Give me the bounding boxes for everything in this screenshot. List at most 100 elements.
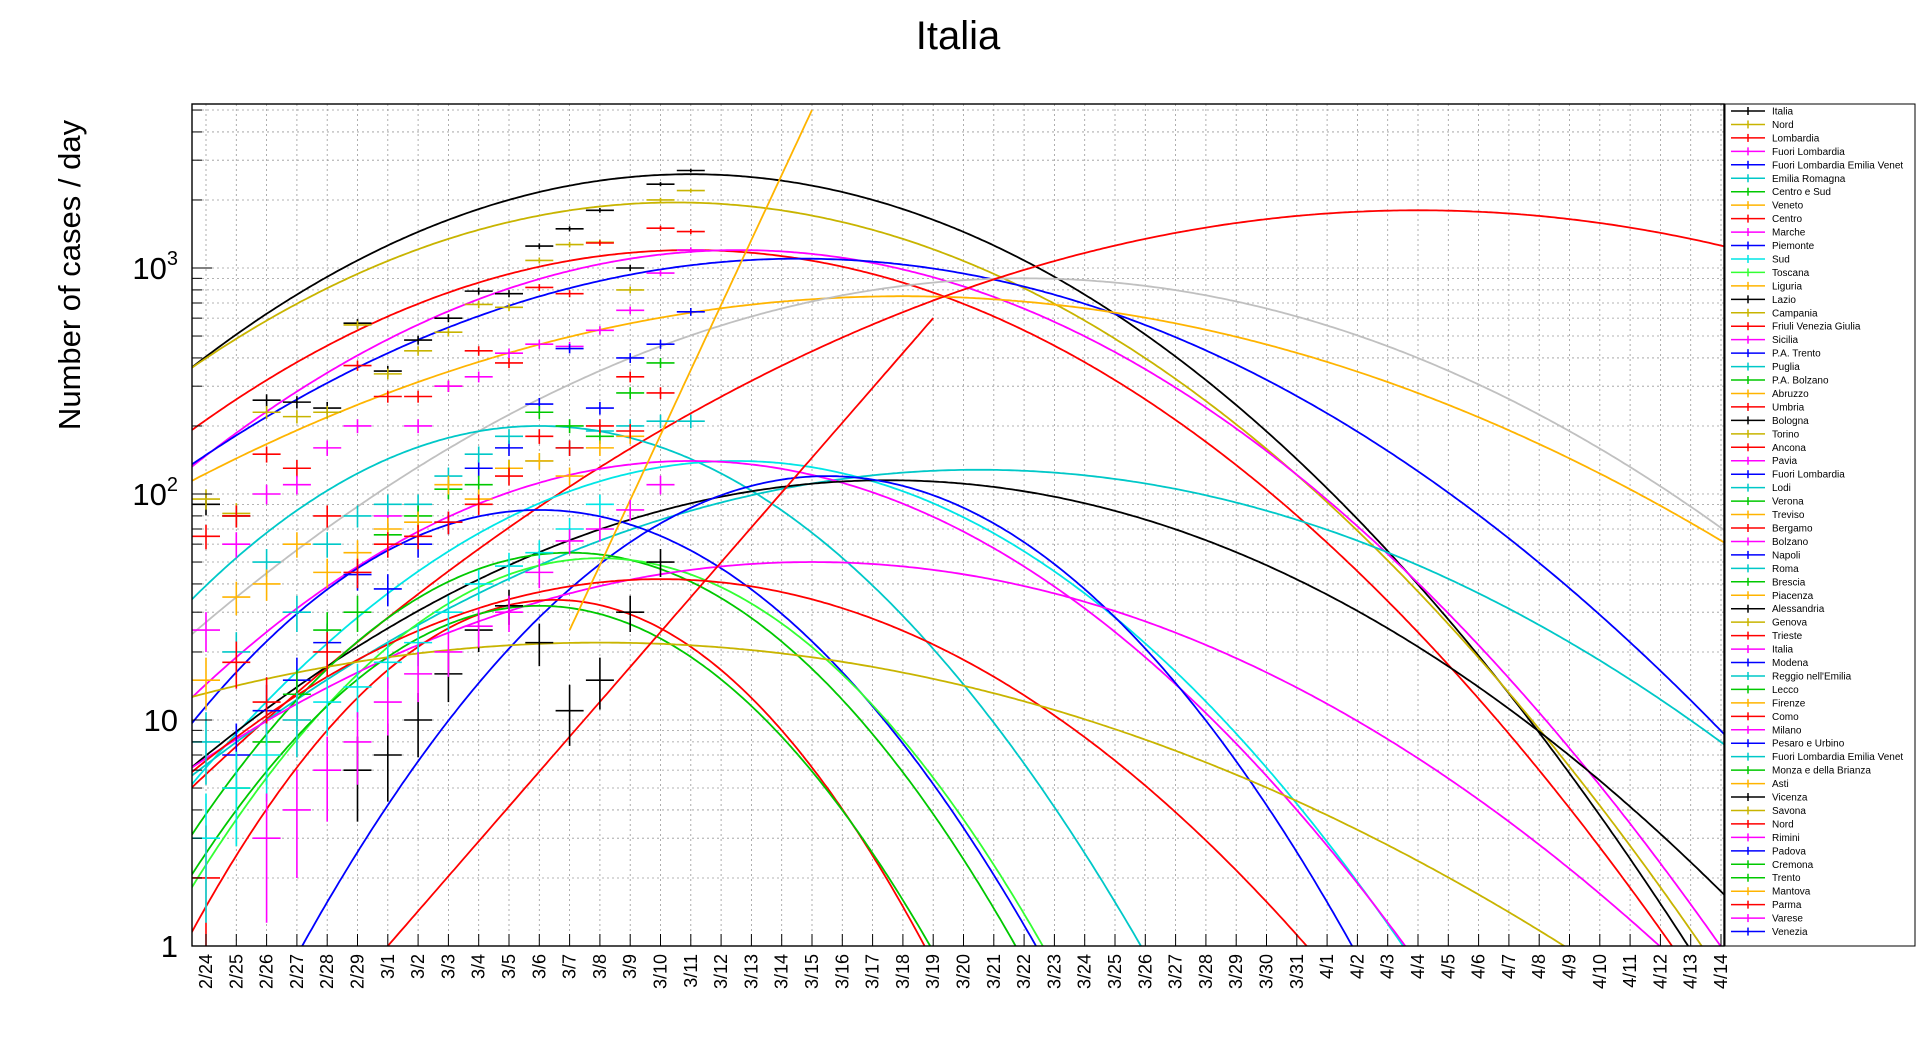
data-point xyxy=(646,387,675,399)
x-tick-label: 3/23 xyxy=(1044,954,1064,989)
legend-entry: Piacenza xyxy=(1731,591,1814,602)
data-point xyxy=(282,770,311,878)
data-point xyxy=(373,723,402,802)
data-point xyxy=(525,243,554,249)
legend-entry: Fuori Lombardia Emilia Venet xyxy=(1731,752,1903,763)
legend-label: Toscana xyxy=(1772,268,1810,279)
legend-entry: Monza e della Brianza xyxy=(1731,766,1871,777)
data-point xyxy=(404,390,433,403)
y-tick-label: 103 xyxy=(132,248,178,286)
legend-entry: Mantova xyxy=(1731,887,1811,898)
fit-curve xyxy=(192,249,1674,946)
data-point xyxy=(282,595,311,632)
legend-label: Sicilia xyxy=(1772,335,1799,346)
data-point xyxy=(495,429,523,444)
legend-entry: Bergamo xyxy=(1731,524,1813,535)
legend-entry: Puglia xyxy=(1731,362,1800,373)
legend-label: Bologna xyxy=(1772,416,1809,427)
data-point xyxy=(373,574,402,607)
legend-entry: Piemonte xyxy=(1731,241,1815,252)
legend-label: Lazio xyxy=(1772,295,1796,306)
legend-label: Napoli xyxy=(1772,550,1800,561)
plot-frame xyxy=(191,103,1725,947)
legend-entry: Italia xyxy=(1731,645,1794,656)
legend-label: Alessandria xyxy=(1772,604,1825,615)
chart-title: Italia xyxy=(916,14,1001,58)
legend-label: Piacenza xyxy=(1772,591,1814,602)
data-point xyxy=(646,414,675,429)
data-point xyxy=(495,552,523,582)
legend-label: Puglia xyxy=(1772,362,1800,373)
legend-label: Piemonte xyxy=(1772,241,1815,252)
data-point xyxy=(222,641,251,689)
fit-curve xyxy=(192,201,1703,946)
legend-entry: Bologna xyxy=(1731,416,1809,427)
legend-label: Asti xyxy=(1772,779,1789,790)
data-point xyxy=(222,532,251,558)
legend-entry: P.A. Trento xyxy=(1731,349,1821,360)
data-point xyxy=(495,348,523,359)
x-tick-label: 3/20 xyxy=(954,954,974,989)
data-point xyxy=(434,595,463,632)
data-point xyxy=(252,793,281,923)
legend-label: Parma xyxy=(1772,900,1802,911)
x-tick-label: 3/26 xyxy=(1135,954,1155,989)
x-tick-label: 4/14 xyxy=(1711,954,1731,989)
data-point xyxy=(676,188,705,193)
data-point xyxy=(646,339,675,349)
legend-entry: Bolzano xyxy=(1731,537,1809,548)
x-tick-label: 2/26 xyxy=(257,954,277,989)
legend-label: Abruzzo xyxy=(1772,389,1809,400)
x-tick-label: 4/4 xyxy=(1408,954,1428,979)
legend-entry: Toscana xyxy=(1731,268,1810,279)
x-tick-label: 3/5 xyxy=(499,954,519,979)
legend-entry: Pavia xyxy=(1731,456,1797,467)
legend-label: Italia xyxy=(1772,645,1794,656)
fit-curve xyxy=(192,578,1308,946)
fit-curve xyxy=(192,641,1566,946)
x-tick-label: 3/21 xyxy=(984,954,1004,989)
legend-entry: Centro xyxy=(1731,214,1802,225)
data-point xyxy=(585,240,614,246)
legend-entry: Treviso xyxy=(1731,510,1805,521)
legend-label: Cremona xyxy=(1772,860,1814,871)
legend-label: Lecco xyxy=(1772,685,1799,696)
data-point xyxy=(252,446,281,463)
data-point xyxy=(585,494,614,516)
x-tick-label: 3/11 xyxy=(681,954,701,988)
x-tick-label: 4/8 xyxy=(1529,954,1549,979)
data-point xyxy=(434,314,463,323)
data-point xyxy=(676,228,705,235)
x-tick-label: 3/24 xyxy=(1075,954,1095,989)
legend-label: P.A. Bolzano xyxy=(1772,376,1829,387)
fit-curve xyxy=(192,209,1724,789)
x-tick-label: 4/2 xyxy=(1347,954,1367,979)
x-tick-label: 3/19 xyxy=(923,954,943,989)
fit-curve xyxy=(192,460,1407,946)
data-point xyxy=(585,657,614,710)
data-point xyxy=(464,346,493,356)
data-point xyxy=(373,677,402,736)
data-point xyxy=(616,499,645,522)
legend-label: Emilia Romagna xyxy=(1772,174,1846,185)
legend-label: Modena xyxy=(1772,658,1809,669)
x-tick-label: 3/9 xyxy=(620,954,640,979)
fit-curve xyxy=(192,557,1044,946)
legend-label: Roma xyxy=(1772,564,1799,575)
data-point xyxy=(555,419,584,434)
x-tick-label: 3/22 xyxy=(1014,954,1034,989)
data-point xyxy=(616,387,645,399)
data-point xyxy=(525,558,554,589)
data-point xyxy=(646,182,675,187)
data-point xyxy=(343,320,372,330)
legend-label: Bolzano xyxy=(1772,537,1809,548)
legend-label: Friuli Venezia Giulia xyxy=(1772,322,1861,333)
data-point xyxy=(192,793,220,923)
x-tick-label: 3/8 xyxy=(590,954,610,979)
legend-label: Sud xyxy=(1772,254,1790,265)
data-point xyxy=(525,284,554,291)
legend-entry: Liguria xyxy=(1731,281,1802,292)
fit-curve xyxy=(387,317,934,946)
x-tick-label: 3/6 xyxy=(529,954,549,979)
legend-entry: Fuori Lombardia xyxy=(1731,147,1845,158)
